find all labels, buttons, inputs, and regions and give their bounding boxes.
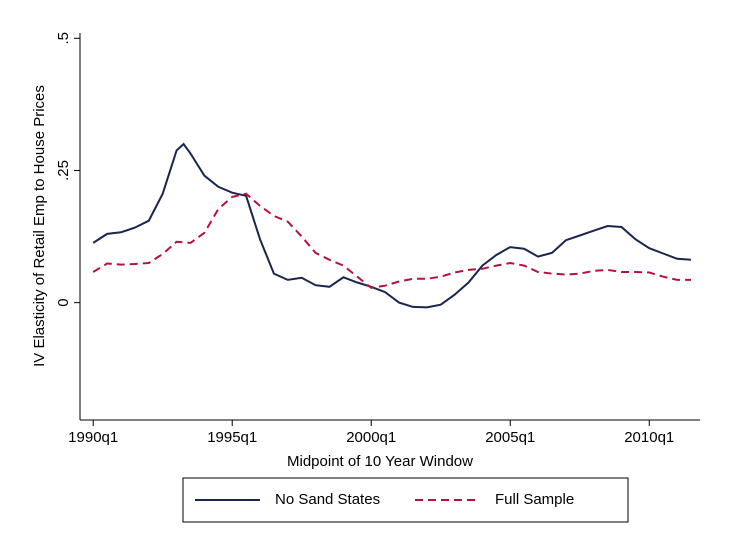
x-tick-label: 2000q1 — [346, 429, 396, 446]
legend-box — [182, 477, 629, 523]
x-tick-label: 1995q1 — [207, 429, 257, 446]
x-tick-label: 1990q1 — [68, 429, 118, 446]
y-tick-label: .25 — [55, 160, 72, 181]
x-tick-label: 2005q1 — [485, 429, 535, 446]
x-tick-label: 2010q1 — [624, 429, 674, 446]
y-axis-label: IV Elasticity of Retail Emp to House Pri… — [31, 85, 48, 367]
y-tick-label: .5 — [55, 32, 72, 45]
legend-label: No Sand States — [275, 491, 380, 508]
y-tick-label: 0 — [55, 298, 72, 306]
x-axis-label: Midpoint of 10 Year Window — [287, 453, 473, 470]
series-line — [92, 142, 692, 309]
legend-label: Full Sample — [495, 491, 574, 508]
series-line — [92, 192, 691, 289]
